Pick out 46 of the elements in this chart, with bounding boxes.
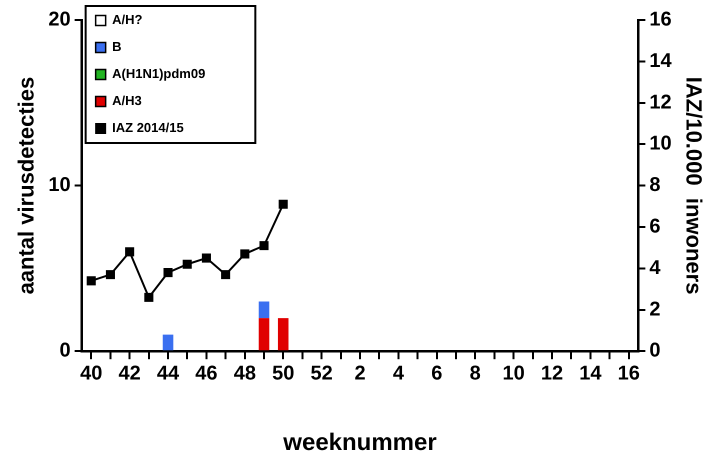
point: [240, 249, 250, 258]
x-tick-label: 46: [195, 362, 218, 385]
y2-tick-label: 16: [649, 8, 672, 31]
y2-tick-label: 4: [649, 256, 662, 279]
y2-tick-label: 14: [649, 50, 672, 72]
point: [202, 254, 211, 263]
point: [86, 276, 96, 286]
x-axis-title: weeknummer: [282, 429, 437, 456]
legend-label: A/H?: [112, 12, 143, 28]
point: [163, 268, 173, 278]
y2-tick-label: 12: [649, 91, 672, 114]
x-tick-label: 12: [540, 362, 564, 385]
x-tick-label: 2: [354, 362, 366, 385]
y2-tick-label: 2: [649, 298, 660, 320]
point: [278, 200, 288, 209]
point: [259, 241, 269, 250]
legend-label: A(H1N1)pdm09: [112, 66, 206, 82]
point: [144, 292, 154, 302]
x-tick-label: 44: [156, 362, 180, 385]
x-tick-label: 16: [618, 362, 640, 385]
y-tick-label: 10: [48, 174, 71, 196]
point: [106, 270, 115, 280]
legend-label: A/H3: [112, 93, 142, 108]
legend-label: B: [112, 39, 122, 54]
point: [221, 270, 230, 280]
y-tick-label: 0: [60, 340, 71, 362]
x-tick-label: 40: [80, 362, 102, 385]
point: [182, 260, 192, 269]
x-tick-label: 6: [431, 362, 442, 385]
x-tick-label: 52: [310, 362, 333, 385]
x-tick-label: 42: [118, 362, 141, 385]
y2-tick-label: 8: [649, 174, 660, 196]
y-axis-title: aantal virusdetecties: [13, 76, 38, 294]
y2-tick-label: 6: [649, 216, 660, 238]
legend-label: IAZ 2014/15: [112, 120, 184, 136]
x-tick-label: 50: [272, 362, 294, 385]
x-tick-label: 48: [234, 362, 256, 385]
y2-tick-label: 10: [649, 132, 672, 155]
x-tick-label: 4: [392, 362, 405, 385]
y-tick-label: 20: [48, 8, 71, 31]
y2-tick-label: 0: [649, 340, 660, 362]
x-tick-label: 14: [579, 362, 602, 385]
x-tick-label: 10: [502, 362, 525, 385]
x-tick-label: 8: [470, 362, 481, 385]
point: [125, 247, 134, 256]
y2-axis-title: IAZ/10.000 inwoners: [682, 76, 707, 294]
